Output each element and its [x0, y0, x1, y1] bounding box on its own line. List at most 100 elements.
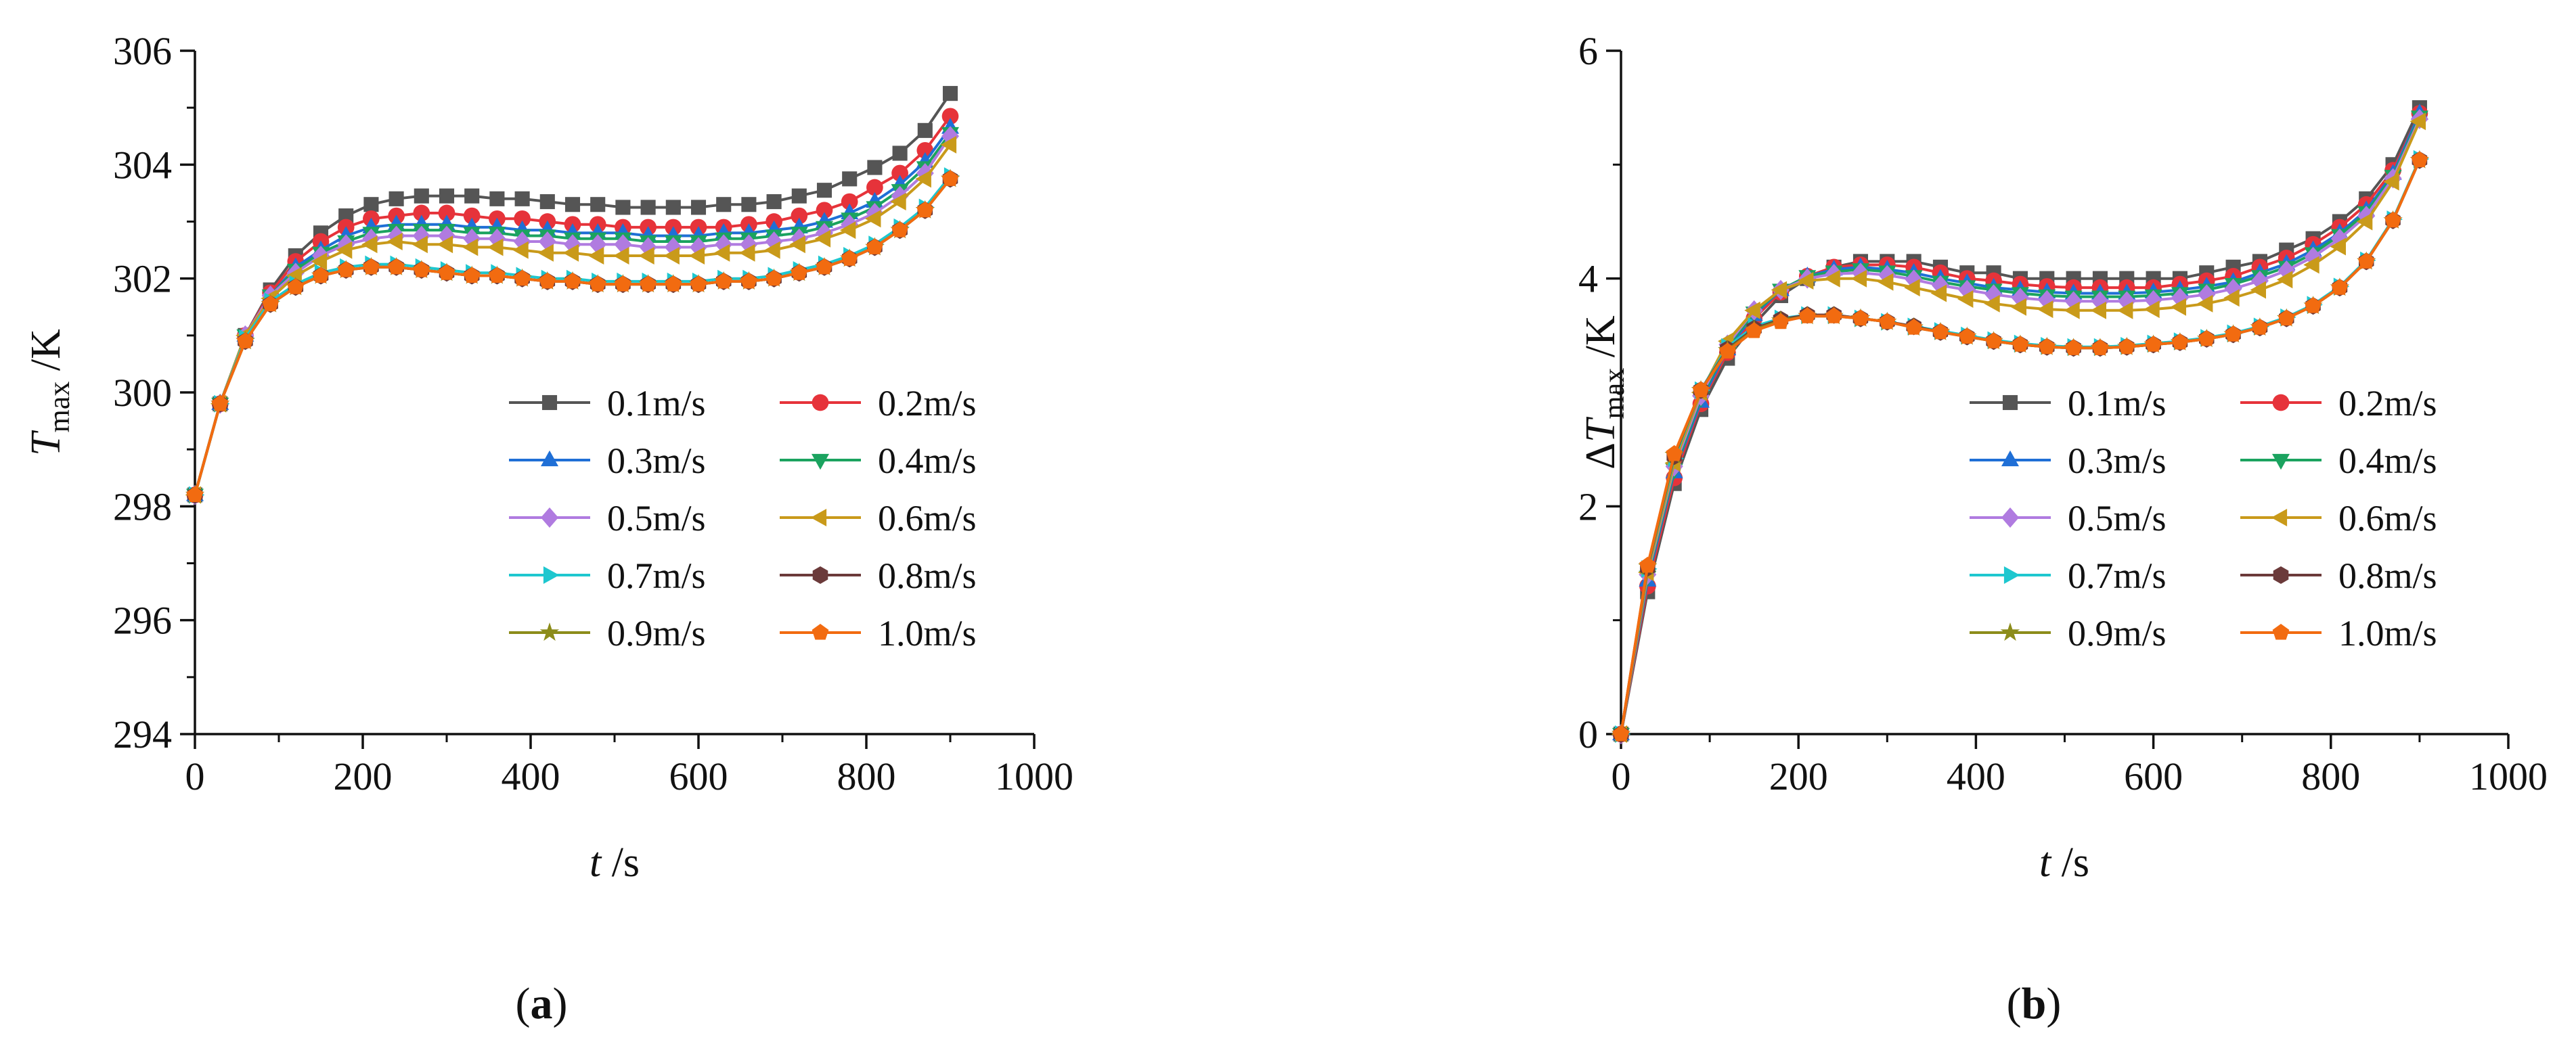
data-point: [741, 197, 757, 212]
legend-marker: [541, 394, 558, 411]
x-tick-label: 0: [185, 754, 205, 798]
data-point: [2064, 291, 2083, 312]
data-point: [337, 261, 355, 277]
legend-label: 1.0m/s: [878, 613, 977, 654]
data-point: [1612, 725, 1630, 742]
data-point: [489, 267, 506, 283]
legend-item: 0.1m/s: [1970, 383, 2167, 424]
data-point: [1905, 319, 1922, 335]
legend-item: 0.2m/s: [780, 383, 977, 424]
series-1.0m/s: [186, 170, 959, 502]
legend-item: 1.0m/s: [2240, 613, 2437, 654]
data-point: [867, 160, 883, 175]
data-point: [361, 235, 378, 254]
data-point: [2118, 338, 2135, 355]
data-point: [2411, 151, 2428, 168]
legend-item: 0.3m/s: [1970, 440, 2167, 481]
legend-marker: [2001, 450, 2019, 467]
data-point: [1984, 284, 2003, 305]
legend-label: 0.6m/s: [878, 498, 977, 539]
legend-label: 0.5m/s: [2068, 498, 2167, 539]
y-tick-label: 306: [113, 29, 172, 73]
data-point: [2383, 173, 2399, 191]
data-point: [487, 238, 504, 256]
data-point: [439, 188, 455, 204]
data-point: [388, 191, 404, 206]
legend-item: 0.9m/s: [509, 613, 706, 654]
data-point: [2224, 278, 2242, 299]
data-point: [2225, 325, 2242, 342]
data-point: [1905, 269, 1923, 290]
legend-label: 0.7m/s: [607, 555, 706, 596]
data-point: [2037, 300, 2053, 319]
x-tick-label: 600: [669, 754, 728, 798]
data-point: [866, 179, 883, 196]
data-point: [615, 275, 631, 292]
data-point: [890, 193, 906, 210]
series-0.6m/s: [1611, 112, 2426, 743]
data-point: [839, 221, 856, 240]
series-line: [1620, 159, 2421, 735]
data-point: [1984, 294, 2000, 313]
chart-panel-a: 0 200 400 600 800 1000 294 296 298 300 302 304 306 t …: [23, 29, 1073, 886]
data-point: [916, 201, 934, 218]
series-0.6m/s: [185, 135, 957, 504]
data-point: [841, 214, 859, 235]
data-point: [1878, 273, 1894, 291]
data-point: [739, 244, 755, 262]
legend-label: 0.1m/s: [2068, 383, 2167, 424]
data-point: [842, 171, 858, 187]
series-line: [1620, 159, 2421, 735]
x-tick-label: 800: [837, 754, 896, 798]
data-point: [311, 252, 328, 271]
data-point: [2357, 252, 2375, 269]
data-point: [413, 204, 430, 222]
legend-marker: [2000, 622, 2020, 641]
legend-marker: [541, 450, 558, 467]
data-point: [917, 122, 933, 138]
data-point: [816, 183, 832, 198]
legend-item: 0.7m/s: [1970, 555, 2167, 596]
data-point: [2198, 329, 2215, 346]
data-point: [638, 247, 654, 265]
data-point: [841, 193, 858, 210]
data-point: [665, 200, 681, 215]
legend-label: 0.6m/s: [2338, 498, 2437, 539]
data-point: [940, 135, 957, 154]
data-point: [1798, 272, 1814, 290]
data-point: [463, 267, 481, 283]
y-tick-label: 302: [113, 257, 172, 301]
data-point: [2144, 300, 2160, 319]
legend-item: 0.3m/s: [509, 440, 706, 481]
data-point: [2223, 289, 2240, 307]
data-point: [2064, 301, 2080, 319]
x-tick-label: 200: [1769, 754, 1828, 798]
legend-label: 0.2m/s: [2338, 383, 2437, 424]
y-tick-label: 6: [1578, 29, 1598, 73]
data-point: [2117, 301, 2133, 319]
legend-marker: [810, 509, 827, 526]
series-line: [1620, 112, 2421, 735]
data-point: [262, 295, 279, 312]
data-point: [2197, 294, 2213, 313]
data-point: [1719, 342, 1736, 359]
data-point: [740, 272, 757, 289]
legend-marker: [2272, 394, 2290, 411]
legend-item: 0.1m/s: [509, 383, 706, 424]
data-point: [765, 269, 782, 286]
data-point: [537, 244, 554, 262]
data-point: [816, 223, 833, 244]
data-point: [589, 275, 606, 292]
data-point: [690, 200, 707, 215]
x-tick-label: 800: [2301, 754, 2360, 798]
series-line: [194, 135, 952, 496]
data-point: [2170, 298, 2186, 316]
data-point: [942, 86, 958, 101]
y-tick-label: 294: [113, 712, 172, 756]
data-point: [2331, 279, 2349, 295]
data-point: [2198, 284, 2216, 305]
y-tick-label: 300: [113, 371, 172, 415]
data-point: [2038, 290, 2056, 311]
data-point: [1958, 327, 1976, 344]
